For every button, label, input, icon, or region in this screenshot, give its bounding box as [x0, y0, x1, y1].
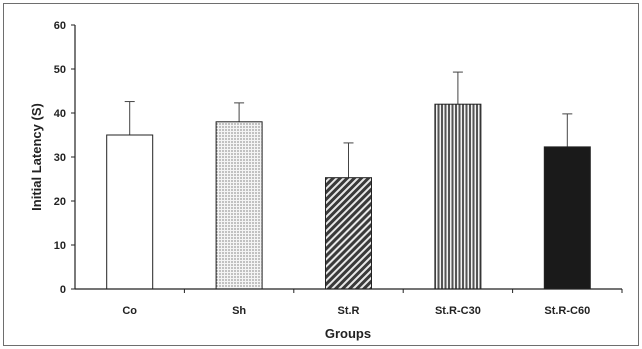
x-tick-label: St.R: [338, 305, 360, 317]
x-axis-title: Groups: [325, 326, 371, 341]
x-tick-label: St.R-C30: [435, 305, 481, 317]
bar-Co: [106, 134, 154, 290]
y-tick-label: 60: [54, 20, 66, 32]
y-axis-ticks: 0 10 20 30 40 50 60: [54, 20, 75, 296]
x-tick-label: Co: [122, 305, 137, 317]
y-tick-label: 20: [54, 196, 66, 208]
bar-St.R-C60: [543, 146, 591, 290]
y-axis-title: Initial Latency (S): [29, 103, 44, 211]
bars-group: [106, 71, 591, 290]
bar-Sh: [215, 121, 263, 290]
y-tick-label: 30: [54, 152, 66, 164]
x-tick-label: Sh: [232, 305, 246, 317]
y-tick-label: 50: [54, 64, 66, 76]
y-tick-label: 10: [54, 240, 66, 252]
y-tick-label: 0: [60, 284, 66, 296]
bar-St.R-C30: [434, 103, 482, 290]
x-tick-label: St.R-C60: [544, 305, 590, 317]
y-tick-label: 40: [54, 108, 66, 120]
bar-St.R: [325, 177, 372, 290]
x-axis-ticks: Co Sh St.R St.R-C30 St.R-C60: [122, 289, 623, 317]
